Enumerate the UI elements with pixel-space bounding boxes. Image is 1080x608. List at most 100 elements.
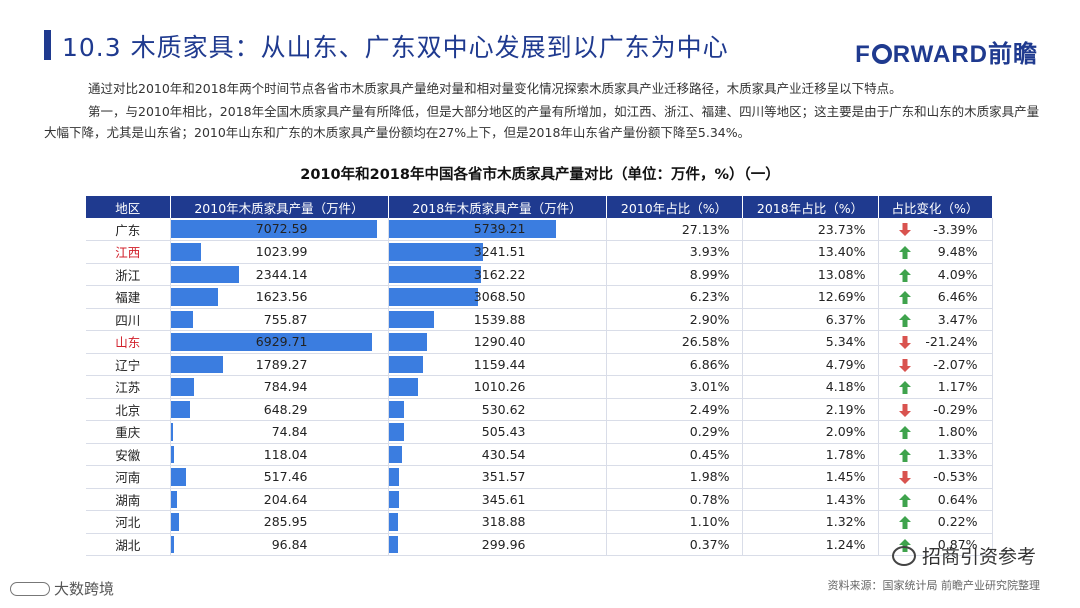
arrow-up-icon <box>898 381 911 394</box>
bar-2010-value: 204.64 <box>263 491 308 507</box>
region-cell: 江苏 <box>86 375 171 399</box>
region-cell: 河南 <box>86 465 171 489</box>
forward-logo: F RWARD前瞻 <box>855 34 1038 69</box>
bar-2010-cell: 755.87 <box>170 308 389 331</box>
bar-2018-cell: 318.88 <box>388 510 607 534</box>
bar-2018 <box>388 310 434 328</box>
share-change-value: -21.24% <box>925 334 978 350</box>
bar-2018-cell: 1539.88 <box>388 308 607 331</box>
bar-2018 <box>388 378 418 396</box>
bar-2018-value: 1159.44 <box>473 356 526 372</box>
bar-2010-value: 285.95 <box>263 514 308 529</box>
region-cell: 浙江 <box>86 263 171 286</box>
share-change-value: 4.09% <box>937 266 978 282</box>
share-2018-cell: 1.78% <box>742 443 879 466</box>
share-change-cell: 9.48% <box>878 240 993 264</box>
arrow-up-icon <box>898 313 911 327</box>
left-watermark-text: 大数跨境 <box>54 580 115 598</box>
share-change-cell: 0.64% <box>878 488 993 511</box>
region-cell: 重庆 <box>86 420 171 444</box>
wechat-watermark: 招商引资参考 <box>891 542 1036 569</box>
bar-2010-value: 1789.27 <box>255 356 308 372</box>
region-cell: 湖北 <box>86 533 171 556</box>
share-2010-cell: 0.37% <box>606 533 743 556</box>
bar-2018 <box>388 513 398 531</box>
share-2010-cell: 0.78% <box>606 488 743 511</box>
share-change-value: 0.87% <box>937 536 978 552</box>
bar-2018-value: 351.57 <box>481 469 526 484</box>
arrow-up-icon <box>898 426 911 439</box>
arrow-up-icon <box>898 268 911 282</box>
bar-2010 <box>170 220 377 238</box>
region-cell: 山东 <box>86 330 171 354</box>
share-2018-cell: 2.09% <box>742 420 879 444</box>
share-change-value: 0.22% <box>937 514 978 530</box>
column-header: 2018年占比（%） <box>742 196 879 218</box>
bar-2010 <box>170 535 174 553</box>
share-change-cell: 3.47% <box>878 308 993 331</box>
share-change-value: 1.33% <box>937 446 978 462</box>
bar-2018-value: 505.43 <box>481 424 526 439</box>
bar-2018-cell: 345.61 <box>388 488 607 511</box>
bar-2018-value: 3068.50 <box>473 289 526 304</box>
bar-2010 <box>170 400 190 418</box>
table-row: 河南 517.46 351.57 1.98% 1.45% -0.53% <box>86 465 993 489</box>
bar-2018-value: 3241.51 <box>473 244 526 259</box>
region-cell: 广东 <box>86 218 171 241</box>
bar-2018 <box>388 400 404 418</box>
bar-2010 <box>170 378 194 396</box>
bar-2010 <box>170 513 179 531</box>
share-2018-cell: 1.43% <box>742 488 879 511</box>
bar-2018-value: 299.96 <box>481 536 526 552</box>
bar-2010-cell: 1623.56 <box>170 285 389 309</box>
source-note: 资料来源：国家统计局 前瞻产业研究院整理 <box>827 579 1041 592</box>
share-2010-cell: 2.90% <box>606 308 743 331</box>
share-change-value: -0.29% <box>933 401 978 417</box>
bar-2018-cell: 3162.22 <box>388 263 607 286</box>
share-2010-cell: 0.29% <box>606 420 743 444</box>
share-2018-cell: 6.37% <box>742 308 879 331</box>
bar-2018-value: 5739.21 <box>473 221 526 236</box>
bar-2010-cell: 6929.71 <box>170 330 389 354</box>
share-change-value: 9.48% <box>937 244 978 260</box>
share-2018-cell: 1.24% <box>742 533 879 556</box>
region-cell: 辽宁 <box>86 353 171 376</box>
arrow-up-icon <box>898 448 911 462</box>
bar-2010 <box>170 288 218 306</box>
bar-2018-cell: 1159.44 <box>388 353 607 376</box>
share-change-cell: 0.22% <box>878 510 993 534</box>
share-2010-cell: 1.98% <box>606 465 743 489</box>
bar-2010-cell: 204.64 <box>170 488 389 511</box>
bar-2010 <box>170 265 239 283</box>
column-header: 占比变化（%） <box>878 196 993 218</box>
bar-2018-value: 1539.88 <box>473 311 526 327</box>
logo-prefix: F <box>855 41 871 68</box>
wechat-watermark-text: 招商引资参考 <box>921 546 1036 568</box>
bar-2010-value: 517.46 <box>263 469 308 484</box>
bar-2018-cell: 505.43 <box>388 420 607 444</box>
bar-2010 <box>170 468 186 486</box>
bar-2018-value: 1010.26 <box>473 379 526 394</box>
share-change-value: 0.64% <box>937 491 978 507</box>
bar-2018-cell: 3241.51 <box>388 240 607 264</box>
bar-2018-cell: 1010.26 <box>388 375 607 399</box>
arrow-down-icon <box>898 403 911 417</box>
bar-2010-cell: 648.29 <box>170 398 389 421</box>
bar-2010-value: 1023.99 <box>255 244 308 259</box>
title-accent-bar <box>44 30 51 60</box>
bar-2010-value: 74.84 <box>271 424 308 439</box>
bar-2010-value: 2344.14 <box>255 266 308 282</box>
bar-2010 <box>170 445 174 463</box>
table-row: 北京 648.29 530.62 2.49% 2.19% -0.29% <box>86 398 993 421</box>
bar-2010-cell: 74.84 <box>170 420 389 444</box>
share-change-value: -3.39% <box>933 221 978 237</box>
column-header: 2010年占比（%） <box>606 196 743 218</box>
bar-2018-cell: 5739.21 <box>388 218 607 241</box>
share-change-cell: 6.46% <box>878 285 993 309</box>
intro-paragraph-1: 通过对比2010年和2018年两个时间节点各省市木质家具产量绝对量和相对量变化情… <box>88 81 902 96</box>
share-change-cell: -0.29% <box>878 398 993 421</box>
share-2018-cell: 12.69% <box>742 285 879 309</box>
logo-suffix: RWARD前瞻 <box>892 41 1038 68</box>
bar-2010-cell: 285.95 <box>170 510 389 534</box>
left-watermark: 大数跨境 <box>10 578 114 599</box>
